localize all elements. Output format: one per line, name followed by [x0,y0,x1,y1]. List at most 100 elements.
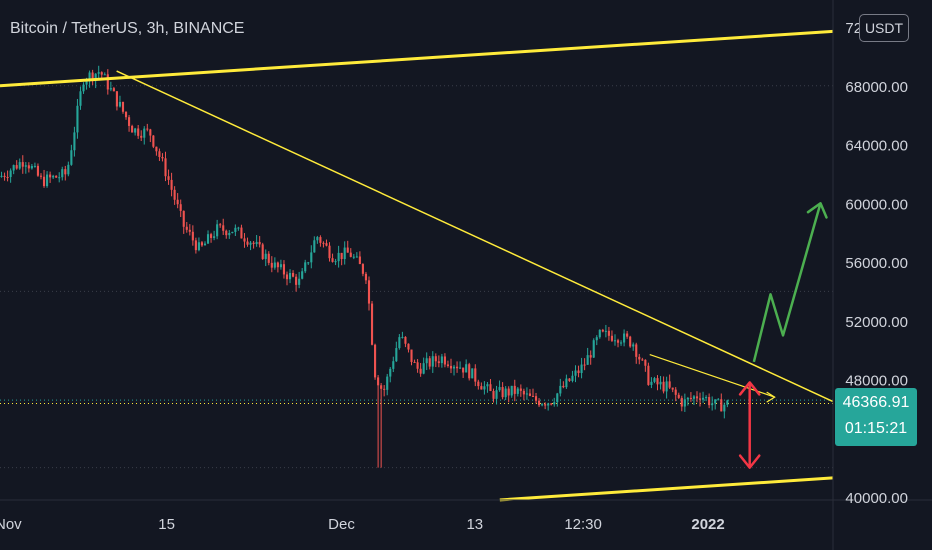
candle-body [656,378,659,385]
candle-body [404,336,407,344]
last-price-tag: 46366.91 01:15:21 [835,388,917,446]
candle-body [501,387,504,398]
candle-body [407,343,410,350]
candle-body [206,234,210,244]
candle-body [42,176,46,187]
candle-body [668,381,671,388]
candle-body [225,230,228,236]
candle-body [568,378,571,381]
short-descending-trendline[interactable] [649,353,775,398]
candle-body [149,129,152,136]
candle-body [15,165,18,169]
arrowhead-icon [738,454,761,469]
candle-body [553,402,556,405]
candle-body [128,117,131,126]
candle-body [188,229,191,232]
candle-body [361,264,364,274]
candle-body [401,336,404,338]
candle-body [665,381,668,392]
descending-trendline[interactable] [116,70,834,403]
candle-body [677,394,680,398]
candle-body [419,368,422,374]
candle-body [413,361,416,363]
candle-body [88,72,91,81]
price-tick-label: 56000.00 [845,255,908,272]
candle-body [723,404,726,412]
candle-body [443,356,446,365]
candle-body [577,370,580,374]
candle-body [519,388,522,391]
candle-body [428,358,431,367]
candle-body [358,256,361,265]
candle-body [282,264,286,275]
candle-body [534,396,538,401]
candle-body [680,397,683,407]
candle-body [12,165,15,171]
candle-body [267,253,270,263]
candle-body [516,388,519,394]
candle-body [632,344,635,347]
trendline-chevron-icon [766,391,776,403]
candle-body [431,356,434,367]
time-axis[interactable]: Nov 15 Dec 13 12:30 2022 [0,516,725,533]
upper-channel-line[interactable] [0,29,834,88]
candle-body [571,375,574,381]
candle-body [118,101,122,107]
candle-body [525,393,528,395]
candle-body [161,157,164,159]
candle-body [480,386,483,390]
price-tick-label: 60000.00 [845,196,908,213]
candle-body [79,91,82,106]
candle-body [714,399,717,404]
candle-body [465,364,468,373]
trendlines-group[interactable] [0,29,834,502]
candle-body [210,234,213,238]
grid-lines [0,85,833,469]
candle-body [574,370,577,376]
time-tick-label: Nov [0,516,22,533]
candle-body [613,340,617,342]
candle-body [243,238,246,242]
candle-body [562,385,565,388]
bullish-projection-arrow[interactable] [752,202,822,363]
lower-channel-line[interactable] [499,476,834,502]
candle-body [288,272,292,280]
candle-body [61,169,64,178]
price-tick-label: 48000.00 [845,373,908,390]
candle-body [200,242,204,246]
candle-body [295,276,298,285]
candle-body [292,272,295,277]
time-tick-label: 2022 [691,516,724,533]
candle-body [36,165,40,176]
time-tick-label: 13 [466,516,483,533]
candle-body [498,387,501,391]
candle-body [349,252,352,257]
candle-body [462,367,465,373]
candle-body [556,393,559,403]
candle-body [258,241,261,245]
candles-group [0,65,729,468]
candle-body [647,365,650,385]
candle-body [121,101,125,112]
candle-body [456,366,459,369]
candle-body [452,366,456,369]
candle-body [565,378,568,388]
candle-body [30,166,33,169]
projection-arrows-group[interactable] [738,202,828,469]
candle-body [91,72,94,81]
candle-body [720,399,723,412]
candle-body [152,135,155,147]
candle-body [270,262,273,268]
candle-body [237,227,240,229]
candle-body [279,264,282,268]
candle-body [692,396,696,399]
candle-body [580,364,583,374]
price-tick-label: 40000.00 [845,490,908,507]
arrowhead-icon [738,381,761,396]
currency-unit-button[interactable]: USDT [859,14,909,42]
candle-body [112,88,115,92]
price-tick-label: 52000.00 [845,314,908,331]
candle-body [301,271,304,279]
